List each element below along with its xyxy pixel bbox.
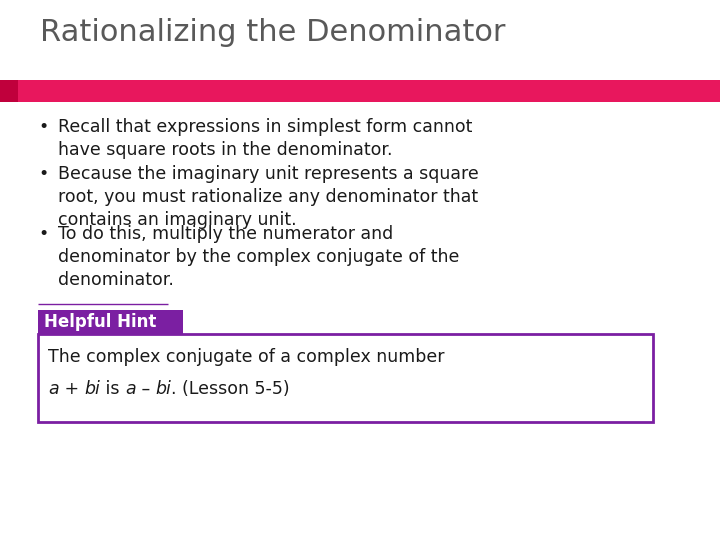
Text: –: –: [136, 380, 156, 398]
Text: a: a: [48, 380, 58, 398]
Text: •: •: [38, 165, 48, 183]
Text: Because the imaginary unit represents a square
root, you must rationalize any de: Because the imaginary unit represents a …: [58, 165, 479, 229]
Text: bi: bi: [84, 380, 100, 398]
Text: Helpful Hint: Helpful Hint: [44, 313, 156, 331]
Text: •: •: [38, 118, 48, 136]
Bar: [38, 334, 653, 422]
Text: a: a: [125, 380, 136, 398]
Text: Rationalizing the Denominator: Rationalizing the Denominator: [40, 18, 505, 47]
Text: is: is: [100, 380, 125, 398]
Text: To do this, multiply the numerator and
denominator by the complex conjugate of t: To do this, multiply the numerator and d…: [58, 225, 459, 289]
Bar: [18, 80, 720, 102]
Text: +: +: [58, 380, 84, 398]
Text: The complex conjugate of a complex number: The complex conjugate of a complex numbe…: [48, 348, 444, 366]
Text: . (Lesson 5-5): . (Lesson 5-5): [171, 380, 290, 398]
Bar: [38, 310, 183, 334]
Text: bi: bi: [156, 380, 171, 398]
Text: Recall that expressions in simplest form cannot
have square roots in the denomin: Recall that expressions in simplest form…: [58, 118, 472, 159]
Text: •: •: [38, 225, 48, 243]
Bar: [0, 80, 18, 102]
